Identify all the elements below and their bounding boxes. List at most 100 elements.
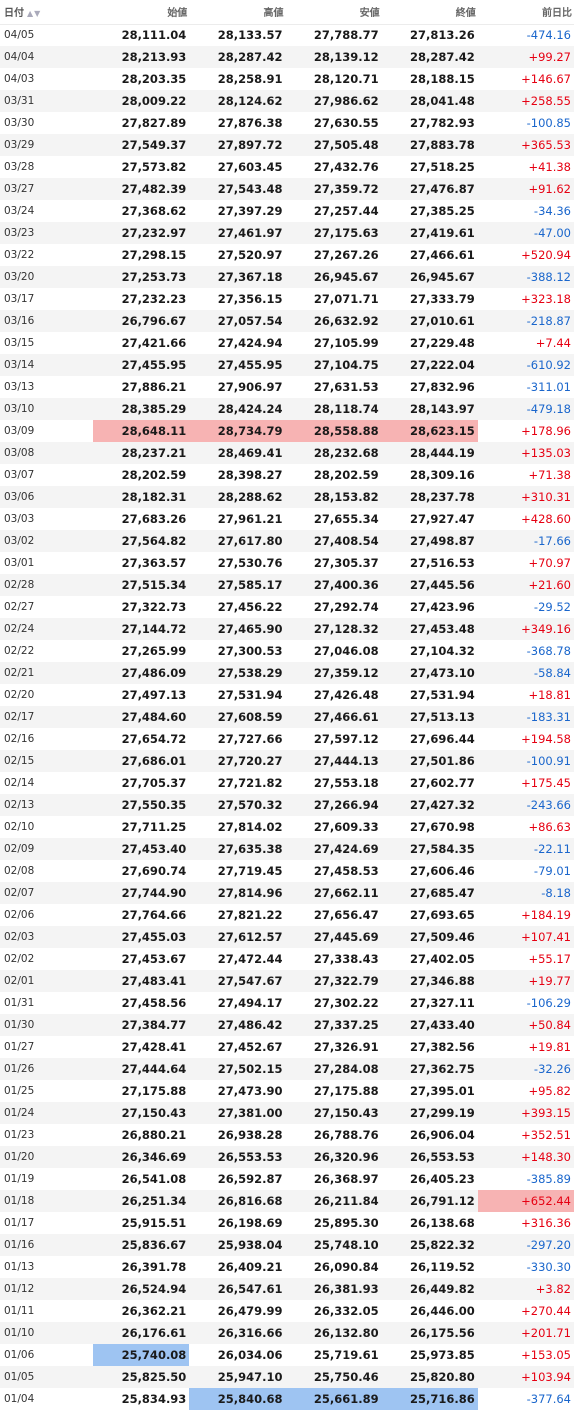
change-cell: -22.11 — [533, 842, 571, 856]
open-cell: 27,550.35 — [121, 798, 187, 812]
close-cell: 27,433.40 — [410, 1018, 475, 1032]
table-row: 01/18 26,251.34 26,816.68 26,211.84 26,791.1… — [0, 1190, 574, 1212]
open-cell: 26,176.61 — [121, 1326, 187, 1340]
close-cell: 27,685.47 — [410, 886, 475, 900]
date-column-header[interactable]: 日付 ▲▼ — [0, 0, 94, 25]
date-cell: 01/11 — [4, 1305, 35, 1317]
open-cell: 27,322.73 — [121, 600, 187, 614]
close-cell: 26,553.53 — [410, 1150, 475, 1164]
table-row: 01/19 26,541.08 26,592.87 26,368.97 26,405.2… — [0, 1168, 574, 1190]
high-column-header[interactable]: 高値 — [189, 0, 286, 25]
low-cell: 27,105.99 — [313, 336, 379, 350]
table-row: 01/11 26,362.21 26,479.99 26,332.05 26,446.0… — [0, 1300, 574, 1322]
close-cell: 27,516.53 — [410, 556, 475, 570]
date-cell: 03/15 — [4, 337, 35, 349]
open-cell: 28,385.29 — [121, 402, 187, 416]
change-cell: +352.51 — [521, 1128, 571, 1142]
close-cell: 27,402.05 — [410, 952, 475, 966]
close-cell: 28,309.16 — [410, 468, 475, 482]
date-cell: 03/20 — [4, 271, 35, 283]
high-cell: 27,635.38 — [217, 842, 283, 856]
table-row: 03/24 27,368.62 27,397.29 27,257.44 27,385.2… — [0, 200, 574, 222]
table-row: 02/16 27,654.72 27,727.66 27,597.12 27,696.4… — [0, 728, 574, 750]
high-cell: 25,947.10 — [217, 1370, 283, 1384]
high-cell: 26,316.66 — [217, 1326, 283, 1340]
low-cell: 27,445.69 — [313, 930, 379, 944]
close-cell: 27,696.44 — [410, 732, 475, 746]
table-row: 02/13 27,550.35 27,570.32 27,266.94 27,427.3… — [0, 794, 574, 816]
date-cell: 02/13 — [4, 799, 35, 811]
open-cell: 27,686.01 — [121, 754, 187, 768]
low-cell: 27,656.47 — [313, 908, 379, 922]
close-cell: 28,041.48 — [410, 94, 475, 108]
table-row: 03/28 27,573.82 27,603.45 27,432.76 27,518.2… — [0, 156, 574, 178]
low-cell: 27,655.34 — [313, 512, 379, 526]
date-cell: 02/01 — [4, 975, 35, 987]
change-cell: +91.62 — [528, 182, 571, 196]
change-cell: -32.26 — [533, 1062, 571, 1076]
low-cell: 26,381.93 — [313, 1282, 379, 1296]
table-row: 03/14 27,455.95 27,455.95 27,104.75 27,222.0… — [0, 354, 574, 376]
high-cell: 27,456.22 — [217, 600, 283, 614]
close-cell: 27,518.25 — [410, 160, 475, 174]
low-cell: 28,202.59 — [313, 468, 379, 482]
change-cell: -330.30 — [526, 1260, 571, 1274]
high-cell: 25,840.68 — [189, 1388, 286, 1410]
high-cell: 27,727.66 — [217, 732, 283, 746]
change-column-header[interactable]: 前日比 — [477, 0, 574, 25]
open-column-header[interactable]: 始値 — [93, 0, 190, 25]
open-cell: 27,690.74 — [121, 864, 187, 878]
sort-arrows-icon[interactable]: ▲▼ — [27, 9, 42, 19]
high-cell: 27,906.97 — [217, 380, 283, 394]
table-row: 04/05 28,111.04 28,133.57 27,788.77 27,813.2… — [0, 24, 574, 46]
open-cell: 27,744.90 — [121, 886, 187, 900]
high-cell: 27,603.45 — [217, 160, 283, 174]
open-cell: 28,648.11 — [93, 420, 190, 442]
high-cell: 28,398.27 — [217, 468, 283, 482]
table-row: 01/04 25,834.93 25,840.68 25,661.89 25,716.8… — [0, 1388, 574, 1410]
high-cell: 27,608.59 — [217, 710, 283, 724]
low-cell: 27,292.74 — [313, 600, 379, 614]
date-cell: 01/13 — [4, 1261, 35, 1273]
open-cell: 28,111.04 — [121, 28, 187, 43]
table-row: 02/27 27,322.73 27,456.22 27,292.74 27,423.9… — [0, 596, 574, 618]
table-row: 03/31 28,009.22 28,124.62 27,986.62 28,041.4… — [0, 90, 574, 112]
open-cell: 25,740.08 — [93, 1344, 190, 1366]
change-cell: +18.81 — [528, 688, 571, 702]
high-cell: 27,897.72 — [217, 138, 283, 152]
low-column-header[interactable]: 安値 — [285, 0, 382, 25]
high-cell: 27,057.54 — [217, 314, 283, 328]
low-cell: 27,986.62 — [313, 94, 379, 108]
high-cell: 27,876.38 — [217, 116, 283, 130]
low-cell: 28,153.82 — [313, 490, 379, 504]
high-cell: 28,469.41 — [217, 446, 283, 460]
low-cell: 26,132.80 — [313, 1326, 379, 1340]
table-row: 02/01 27,483.41 27,547.67 27,322.79 27,346.8… — [0, 970, 574, 992]
close-cell: 27,333.79 — [410, 292, 475, 306]
date-cell: 03/03 — [4, 513, 35, 525]
change-cell: -479.18 — [526, 402, 571, 416]
low-cell: 26,368.97 — [313, 1172, 379, 1186]
open-cell: 27,453.40 — [121, 842, 187, 856]
date-cell: 02/06 — [4, 909, 35, 921]
close-column-header[interactable]: 終値 — [381, 0, 478, 25]
table-row: 03/15 27,421.66 27,424.94 27,105.99 27,229.4… — [0, 332, 574, 354]
change-cell: +148.30 — [521, 1150, 571, 1164]
date-cell: 01/18 — [4, 1195, 35, 1207]
low-cell: 27,408.54 — [313, 534, 379, 548]
date-cell: 01/26 — [4, 1063, 35, 1075]
low-cell: 27,302.22 — [313, 996, 379, 1010]
close-cell: 28,143.97 — [410, 402, 475, 416]
date-cell: 01/05 — [4, 1371, 35, 1383]
change-cell: +258.55 — [521, 94, 571, 108]
change-cell: +310.31 — [521, 490, 571, 504]
high-cell: 27,461.97 — [217, 226, 283, 240]
high-cell: 27,814.96 — [217, 886, 283, 900]
date-header-label: 日付 — [4, 8, 24, 20]
low-cell: 27,359.72 — [313, 182, 379, 196]
change-cell: +3.82 — [535, 1282, 571, 1296]
table-row: 01/13 26,391.78 26,409.21 26,090.84 26,119.5… — [0, 1256, 574, 1278]
table-row: 02/09 27,453.40 27,635.38 27,424.69 27,584.3… — [0, 838, 574, 860]
date-cell: 02/27 — [4, 601, 35, 613]
